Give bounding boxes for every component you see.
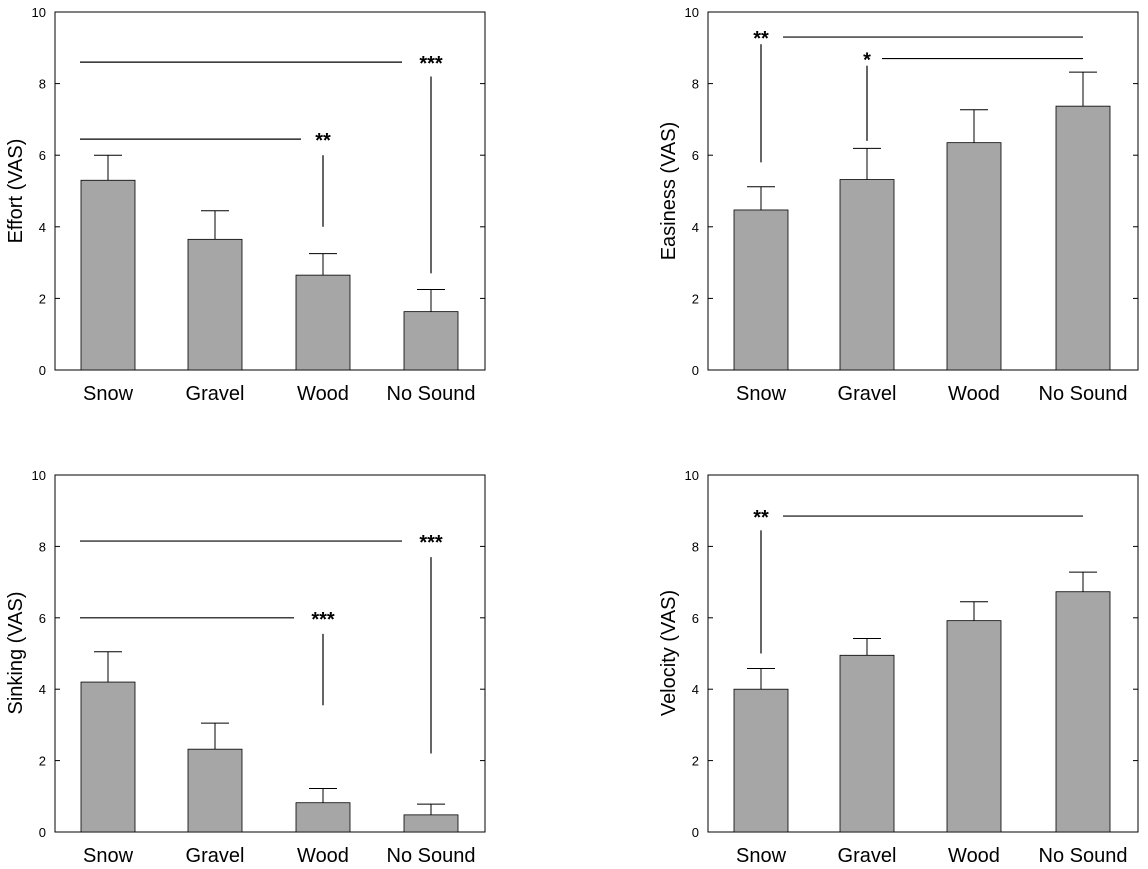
x-tick-label: No Sound: [1039, 845, 1128, 867]
y-tick-label: 0: [39, 363, 46, 378]
significance-label: ***: [419, 532, 443, 554]
y-tick-label: 2: [39, 291, 46, 306]
bar-snow: [733, 688, 789, 833]
chart-panel-2: 0 2 4 6 8 10 Easiness (VAS) Snow Gravel Wood No So…: [658, 5, 1139, 405]
significance-label: ***: [311, 609, 335, 631]
significance-label: ***: [419, 53, 443, 75]
x-tick-label: Wood: [297, 383, 349, 405]
y-axis-label: Sinking (VAS): [5, 591, 27, 714]
significance-label: **: [753, 28, 769, 50]
bar-no-sound: [403, 311, 459, 371]
y-tick-label: 8: [39, 539, 46, 554]
significance-label: **: [315, 130, 331, 152]
bar-gravel: [187, 748, 243, 833]
y-tick-label: 2: [692, 291, 699, 306]
plot-frame: [707, 11, 1139, 371]
y-axis-label: Velocity (VAS): [658, 590, 680, 716]
y-tick-label: 10: [32, 468, 46, 483]
y-tick-label: 4: [692, 220, 699, 235]
y-tick-label: 0: [692, 363, 699, 378]
bar-wood: [946, 620, 1002, 833]
bar-gravel: [839, 654, 895, 833]
y-tick-label: 2: [692, 754, 699, 769]
x-tick-label: Wood: [948, 845, 1000, 867]
x-tick-label: Snow: [736, 845, 787, 867]
bar-snow: [80, 681, 136, 833]
plot-frame: [54, 474, 486, 833]
bar-wood: [295, 274, 351, 371]
y-axis-label: Effort (VAS): [5, 139, 27, 244]
y-tick-label: 8: [692, 539, 699, 554]
x-tick-label: No Sound: [387, 383, 476, 405]
bar-wood: [295, 802, 351, 833]
x-tick-label: Gravel: [186, 845, 245, 867]
y-tick-label: 6: [39, 611, 46, 626]
y-tick-label: 2: [39, 754, 46, 769]
x-tick-label: Snow: [736, 383, 787, 405]
bar-wood: [946, 142, 1002, 371]
y-tick-label: 10: [685, 5, 699, 20]
y-tick-label: 10: [685, 468, 699, 483]
chart-panel-1: 0 2 4 6 8 10 Effort (VAS) Snow Gravel Wood No Soun…: [5, 5, 486, 405]
x-tick-label: Wood: [948, 383, 1000, 405]
bar-gravel: [187, 238, 243, 371]
bar-no-sound: [403, 814, 459, 833]
x-tick-label: Gravel: [186, 383, 245, 405]
x-tick-label: No Sound: [1039, 383, 1128, 405]
y-axis-label: Easiness (VAS): [658, 122, 680, 261]
y-tick-label: 4: [39, 220, 46, 235]
x-tick-label: Snow: [83, 383, 134, 405]
y-tick-label: 0: [692, 825, 699, 840]
chart-panel-3: 0 2 4 6 8 10 Sinking (VAS) Snow Gravel Wood No Sou…: [5, 468, 486, 867]
y-tick-label: 6: [39, 148, 46, 163]
x-tick-label: Snow: [83, 845, 134, 867]
x-tick-label: No Sound: [387, 845, 476, 867]
bar-snow: [80, 179, 136, 371]
bar-snow: [733, 209, 789, 371]
y-tick-label: 10: [32, 5, 46, 20]
bar-gravel: [839, 179, 895, 371]
y-tick-label: 8: [692, 77, 699, 92]
bar-no-sound: [1055, 591, 1111, 833]
y-tick-label: 4: [692, 682, 699, 697]
chart-panel-4: 0 2 4 6 8 10 Velocity (VAS) Snow Gravel Wood No So…: [658, 468, 1139, 867]
plot-frame: [54, 11, 486, 371]
x-tick-label: Wood: [297, 845, 349, 867]
y-tick-label: 0: [39, 825, 46, 840]
y-tick-label: 6: [692, 148, 699, 163]
x-tick-label: Gravel: [838, 383, 897, 405]
bar-no-sound: [1055, 105, 1111, 371]
y-tick-label: 8: [39, 77, 46, 92]
x-tick-label: Gravel: [838, 845, 897, 867]
significance-label: **: [753, 507, 769, 529]
y-tick-label: 6: [692, 611, 699, 626]
plot-frame: [707, 474, 1139, 833]
y-tick-label: 4: [39, 682, 46, 697]
significance-label: *: [863, 50, 871, 72]
